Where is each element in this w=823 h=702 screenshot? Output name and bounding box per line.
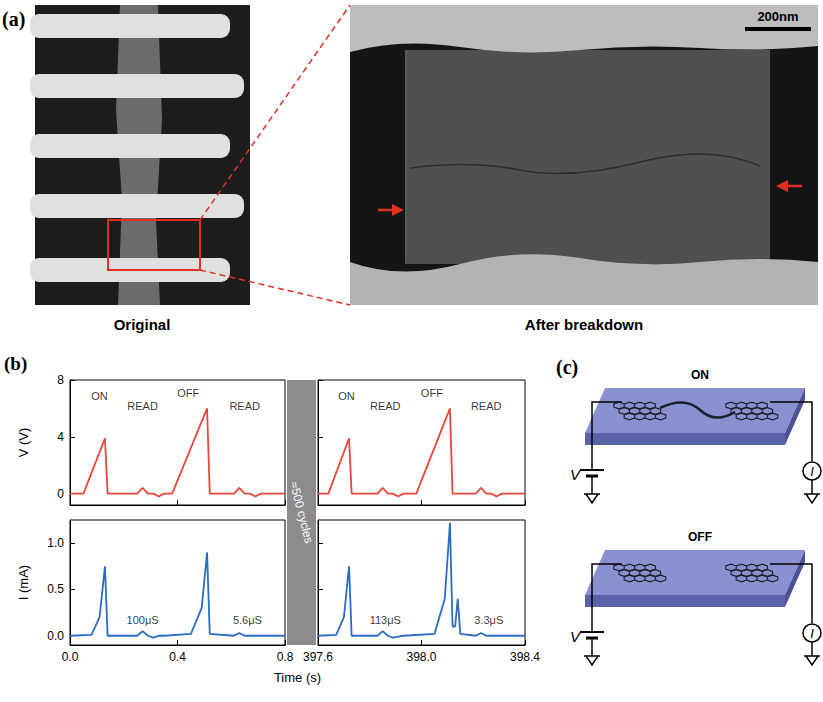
svg-text:Original: Original	[114, 316, 171, 333]
svg-text:I (mA): I (mA)	[16, 565, 31, 600]
svg-text:5.6μS: 5.6μS	[233, 614, 262, 626]
svg-text:0: 0	[57, 487, 64, 501]
svg-text:I: I	[810, 464, 814, 479]
svg-text:OFF: OFF	[177, 387, 199, 399]
svg-text:V (V): V (V)	[16, 428, 31, 458]
svg-text:(a): (a)	[2, 8, 25, 31]
svg-text:ON: ON	[691, 368, 709, 382]
svg-text:1.0: 1.0	[47, 536, 64, 550]
svg-text:398.0: 398.0	[406, 650, 436, 664]
svg-text:READ: READ	[370, 400, 401, 412]
svg-text:397.6: 397.6	[303, 650, 333, 664]
svg-text:0.4: 0.4	[169, 650, 186, 664]
svg-text:≈500 cycles: ≈500 cycles	[287, 480, 316, 545]
svg-text:OFF: OFF	[421, 387, 443, 399]
svg-text:100μS: 100μS	[127, 614, 159, 626]
svg-text:I: I	[810, 626, 814, 641]
svg-text:4: 4	[57, 430, 64, 444]
svg-text:ON: ON	[338, 390, 355, 402]
svg-text:200nm: 200nm	[757, 9, 798, 24]
svg-text:0.8: 0.8	[277, 650, 294, 664]
svg-text:After breakdown: After breakdown	[525, 316, 643, 333]
svg-text:0.0: 0.0	[62, 650, 79, 664]
svg-text:(c): (c)	[556, 356, 578, 379]
svg-text:3.3μS: 3.3μS	[474, 614, 503, 626]
svg-text:0.5: 0.5	[47, 582, 64, 596]
svg-text:113μS: 113μS	[370, 614, 401, 626]
svg-text:OFF: OFF	[688, 530, 712, 544]
svg-text:V: V	[570, 466, 582, 483]
svg-text:V: V	[570, 628, 582, 645]
svg-text:READ: READ	[471, 400, 502, 412]
svg-text:READ: READ	[127, 400, 158, 412]
svg-text:ON: ON	[91, 390, 108, 402]
svg-text:8: 8	[57, 373, 64, 387]
svg-text:READ: READ	[229, 400, 260, 412]
svg-text:Time (s): Time (s)	[274, 670, 321, 685]
svg-text:0.0: 0.0	[47, 629, 64, 643]
svg-text:398.4: 398.4	[510, 650, 540, 664]
svg-text:(b): (b)	[4, 353, 27, 375]
